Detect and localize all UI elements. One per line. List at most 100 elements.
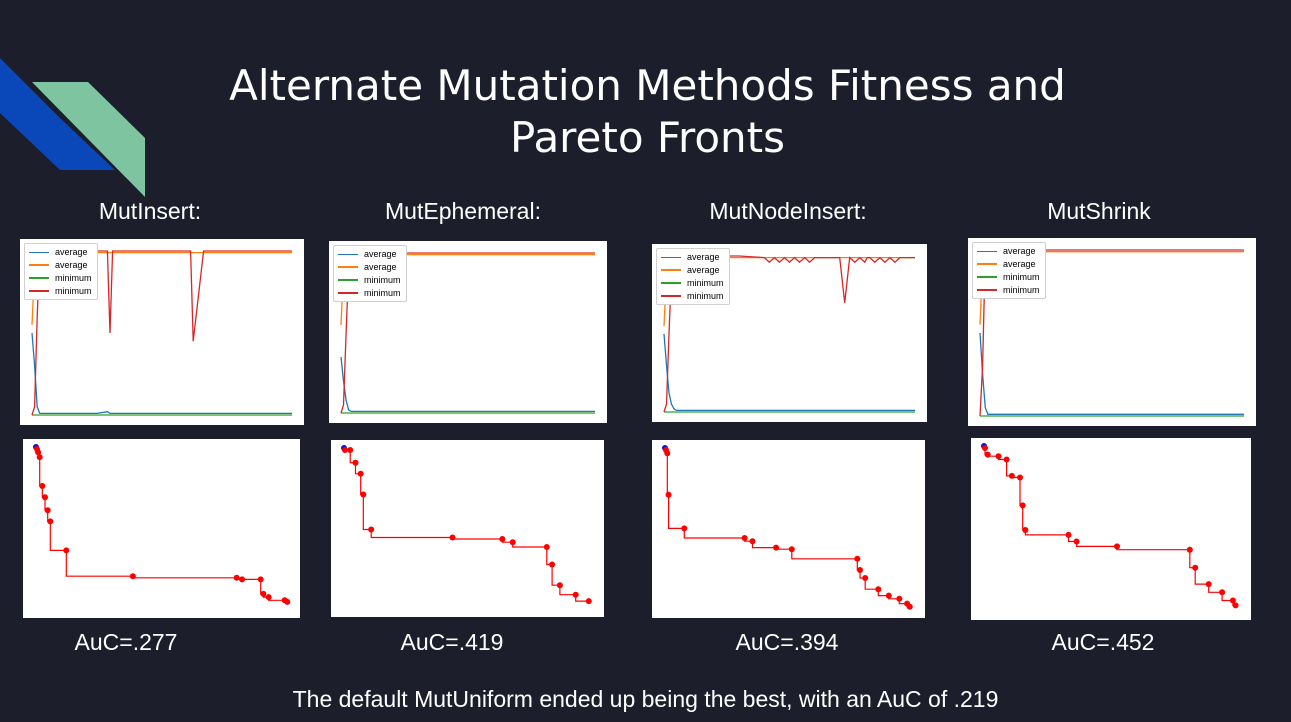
pareto-point <box>357 470 364 477</box>
legend-label: minimum <box>364 287 401 298</box>
fitness-chart-mutephemeral: average average minimum minimum <box>329 241 607 423</box>
corner-stripe-blue <box>0 58 115 170</box>
pareto-point <box>1205 581 1212 588</box>
legend-swatch <box>338 279 358 281</box>
pareto-chart-mutinsert <box>23 439 300 618</box>
pareto-point <box>665 491 672 498</box>
pareto-plot-mutnodeinsert <box>662 445 913 610</box>
legend-label: average <box>1003 246 1036 257</box>
legend-swatch <box>977 250 997 253</box>
pareto-point <box>36 454 43 461</box>
series-line-average <box>663 333 915 412</box>
pareto-point <box>773 544 780 551</box>
pareto-front-line <box>984 448 1236 606</box>
legend-item: minimum <box>661 289 724 302</box>
auc-mutinsert: AuC=.277 <box>74 629 178 655</box>
pareto-point <box>233 574 240 581</box>
series-line-average <box>340 356 595 413</box>
pareto-point <box>63 547 70 554</box>
method-label-mutephemeral: MutEphemeral: <box>385 198 541 224</box>
pareto-point <box>1022 527 1029 533</box>
legend-swatch <box>661 282 681 284</box>
legend-swatch <box>29 251 49 254</box>
auc-mutnodeinsert: AuC=.394 <box>735 629 839 655</box>
pareto-point <box>681 525 688 532</box>
legend-item: minimum <box>977 271 1040 284</box>
pareto-point <box>862 575 869 581</box>
legend-mutephemeral: average average minimum minimum <box>333 245 407 303</box>
pareto-point <box>1017 474 1023 481</box>
pareto-point <box>585 598 592 605</box>
pareto-front-line <box>345 449 589 602</box>
pareto-point <box>1008 472 1015 479</box>
legend-mutnodeinsert: average average minimum minimum <box>656 248 730 306</box>
pareto-point <box>44 507 51 514</box>
pareto-point <box>360 491 367 498</box>
legend-swatch <box>338 292 358 294</box>
legend-swatch <box>977 263 997 265</box>
pareto-point <box>1073 538 1080 545</box>
pareto-point <box>1229 597 1236 604</box>
legend-label: average <box>1003 259 1036 270</box>
pareto-point <box>47 518 54 525</box>
legend-swatch <box>29 264 49 266</box>
pareto-point <box>39 483 46 489</box>
pareto-point <box>857 567 863 573</box>
pareto-point <box>1186 546 1193 553</box>
legend-label: minimum <box>55 272 92 283</box>
pareto-point <box>342 447 348 453</box>
pareto-chart-mutephemeral <box>331 440 604 617</box>
legend-label: minimum <box>55 285 92 296</box>
fitness-chart-mutinsert: average average minimum minimum <box>20 239 304 425</box>
legend-swatch <box>338 266 358 268</box>
legend-swatch <box>977 276 997 278</box>
pareto-point <box>1065 531 1072 538</box>
pareto-point <box>347 447 354 453</box>
legend-label: average <box>364 262 397 273</box>
legend-label: minimum <box>1003 284 1040 295</box>
series-line-average <box>979 332 1244 415</box>
pareto-point <box>788 546 795 553</box>
legend-label: average <box>55 247 88 258</box>
pareto-point <box>509 539 516 546</box>
legend-item: average <box>29 246 92 259</box>
legend-swatch <box>661 295 681 297</box>
pareto-point <box>1019 502 1026 509</box>
method-label-mutshrink: MutShrink <box>1047 198 1151 224</box>
legend-label: minimum <box>1003 271 1040 282</box>
pareto-point <box>449 534 456 541</box>
legend-label: minimum <box>364 274 401 285</box>
legend-label: average <box>687 265 720 276</box>
pareto-point <box>885 592 892 599</box>
fitness-chart-mutshrink: average average minimum minimum <box>968 238 1256 426</box>
pareto-point <box>982 445 988 451</box>
legend-item: minimum <box>661 277 724 290</box>
legend-item: minimum <box>977 283 1040 296</box>
pareto-point <box>664 450 671 457</box>
slide-title: Alternate Mutation Methods Fitness and P… <box>229 61 1066 162</box>
legend-mutinsert: average average minimum minimum <box>24 243 98 301</box>
pareto-plot-mutshrink <box>981 443 1239 609</box>
pareto-point <box>854 555 861 562</box>
series-line-average <box>31 332 292 415</box>
legend-item: average <box>977 245 1040 258</box>
pareto-point <box>543 544 550 550</box>
legend-swatch <box>29 290 49 292</box>
pareto-point <box>896 595 903 602</box>
legend-item: average <box>29 259 92 272</box>
legend-item: minimum <box>338 286 401 299</box>
fitness-chart-mutnodeinsert: average average minimum minimum <box>652 244 927 422</box>
pareto-point <box>906 603 913 610</box>
auc-mutephemeral: AuC=.419 <box>400 629 504 655</box>
legend-item: average <box>977 258 1040 271</box>
legend-label: average <box>55 260 88 271</box>
legend-swatch <box>338 253 358 256</box>
legend-item: minimum <box>29 272 92 285</box>
legend-item: average <box>661 251 724 264</box>
footer-note: The default MutUniform ended up being th… <box>292 686 999 712</box>
pareto-point <box>35 449 42 456</box>
pareto-point <box>572 591 579 598</box>
pareto-plot-mutinsert <box>33 444 291 605</box>
pareto-front-line <box>36 449 288 603</box>
pareto-point <box>239 576 246 583</box>
